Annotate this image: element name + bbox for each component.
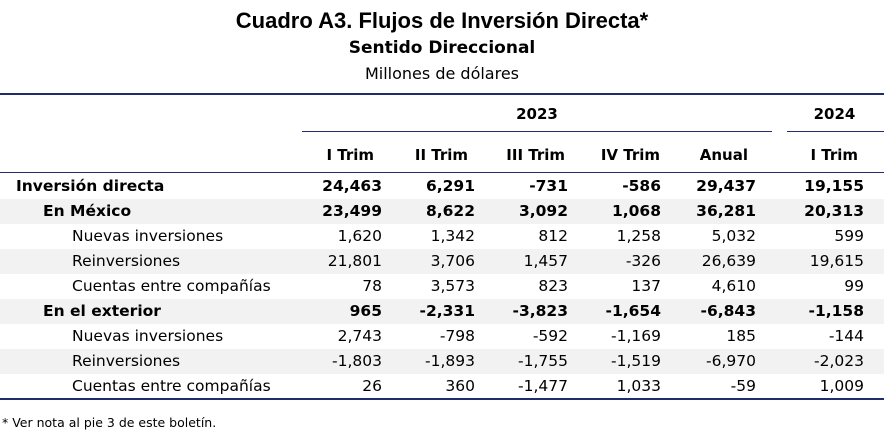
- table-cell: -586: [622, 177, 661, 195]
- table-cell: 599: [834, 227, 864, 245]
- row-label: Nuevas inversiones: [72, 327, 224, 345]
- table-cell: 1,342: [430, 227, 475, 245]
- table-row: Cuentas entre compañías 78 3,573 823 137 4,61…: [0, 274, 884, 299]
- table-cell: 26,639: [701, 252, 756, 270]
- bottom-rule: [0, 398, 884, 400]
- table-cell: 4,610: [711, 277, 756, 295]
- table-cell: 137: [631, 277, 661, 295]
- table-cell: 99: [844, 277, 864, 295]
- table-cell: -3,823: [512, 302, 568, 320]
- table-cell: 823: [538, 277, 568, 295]
- footnote: * Ver nota al pie 3 de este boletín.: [2, 415, 217, 430]
- table-cell: -1,755: [518, 352, 568, 370]
- year-rule-2024: [787, 131, 884, 132]
- table-cell: 3,706: [430, 252, 475, 270]
- header-rule: [0, 172, 884, 173]
- year-header-2023: 2023: [516, 105, 558, 123]
- table-row: Nuevas inversiones 1,620 1,342 812 1,258 5,03…: [0, 224, 884, 249]
- table-cell: 19,615: [809, 252, 864, 270]
- table-cell: -1,893: [425, 352, 475, 370]
- table-cell: -6,970: [706, 352, 756, 370]
- table-cell: 19,155: [804, 177, 864, 195]
- table-cell: 20,313: [804, 202, 864, 220]
- table-cell: -798: [439, 327, 475, 345]
- table-row: En México 23,499 8,622 3,092 1,068 36,281 20,3…: [0, 199, 884, 224]
- column-header-annual-2023: Anual: [699, 146, 748, 164]
- table-cell: -2,023: [814, 352, 864, 370]
- table-cell: 1,033: [616, 377, 661, 395]
- table-cell: 21,801: [327, 252, 382, 270]
- table-cell: -2,331: [419, 302, 475, 320]
- units-label: Millones de dólares: [364, 64, 520, 83]
- row-label: Cuentas entre compañías: [72, 277, 271, 295]
- table-cell: 8,622: [425, 202, 475, 220]
- table-cell: 1,009: [819, 377, 864, 395]
- table-cell: -144: [828, 327, 864, 345]
- table-cell: 360: [445, 377, 475, 395]
- column-header-q1-2024: I Trim: [810, 146, 858, 164]
- table-cell: 812: [538, 227, 568, 245]
- table-cell: 3,092: [518, 202, 568, 220]
- table-cell: 1,457: [523, 252, 568, 270]
- table-cell: -1,158: [808, 302, 864, 320]
- table-cell: 36,281: [696, 202, 756, 220]
- row-label: En el exterior: [43, 302, 161, 320]
- table-cell: -1,654: [605, 302, 661, 320]
- table-row: Cuentas entre compañías 26 360 -1,477 1,033 -…: [0, 374, 884, 399]
- table-cell: 26: [362, 377, 382, 395]
- table-cell: -1,169: [611, 327, 661, 345]
- table-cell: 1,620: [337, 227, 382, 245]
- table-cell: -6,843: [700, 302, 756, 320]
- table-cell: 2,743: [337, 327, 382, 345]
- table-cell: -731: [529, 177, 568, 195]
- table-cell: 24,463: [322, 177, 382, 195]
- table-subtitle: Sentido Direccional: [348, 38, 536, 58]
- table-row: Reinversiones -1,803 -1,893 -1,755 -1,519 -6,…: [0, 349, 884, 374]
- table-cell: 185: [726, 327, 756, 345]
- table-cell: 29,437: [696, 177, 756, 195]
- column-header-q3-2023: III Trim: [506, 146, 565, 164]
- table-cell: 1,258: [616, 227, 661, 245]
- table-cell: -326: [625, 252, 661, 270]
- row-label: Reinversiones: [72, 352, 181, 370]
- column-header-q2-2023: II Trim: [414, 146, 468, 164]
- row-label: En México: [43, 202, 132, 220]
- table-row: En el exterior 965 -2,331 -3,823 -1,654 -6,84…: [0, 299, 884, 324]
- year-header-2024: 2024: [813, 105, 856, 123]
- table-cell: 23,499: [322, 202, 382, 220]
- table-cell: 5,032: [711, 227, 756, 245]
- table-cell: -59: [730, 377, 756, 395]
- column-header-q1-2023: I Trim: [326, 146, 374, 164]
- table-cell: -1,477: [518, 377, 568, 395]
- table-row: Nuevas inversiones 2,743 -798 -592 -1,169 185…: [0, 324, 884, 349]
- table-row: Reinversiones 21,801 3,706 1,457 -326 26,639 1…: [0, 249, 884, 274]
- table-cell: 78: [362, 277, 382, 295]
- row-label: Inversión directa: [16, 177, 165, 195]
- row-label: Cuentas entre compañías: [72, 377, 271, 395]
- table-cell: 6,291: [425, 177, 475, 195]
- table-cell: 1,068: [611, 202, 661, 220]
- row-label: Reinversiones: [72, 252, 181, 270]
- table-cell: 965: [349, 302, 382, 320]
- table-title: Cuadro A3. Flujos de Inversión Directa*: [235, 8, 649, 33]
- top-rule: [0, 93, 884, 95]
- year-rule-2023: [302, 131, 772, 132]
- table-row: Inversión directa 24,463 6,291 -731 -586 29,4…: [0, 174, 884, 199]
- column-header-q4-2023: IV Trim: [600, 146, 660, 164]
- table-cell: -1,519: [611, 352, 661, 370]
- table-cell: -592: [532, 327, 568, 345]
- table-cell: -1,803: [332, 352, 382, 370]
- table-cell: 3,573: [430, 277, 475, 295]
- row-label: Nuevas inversiones: [72, 227, 224, 245]
